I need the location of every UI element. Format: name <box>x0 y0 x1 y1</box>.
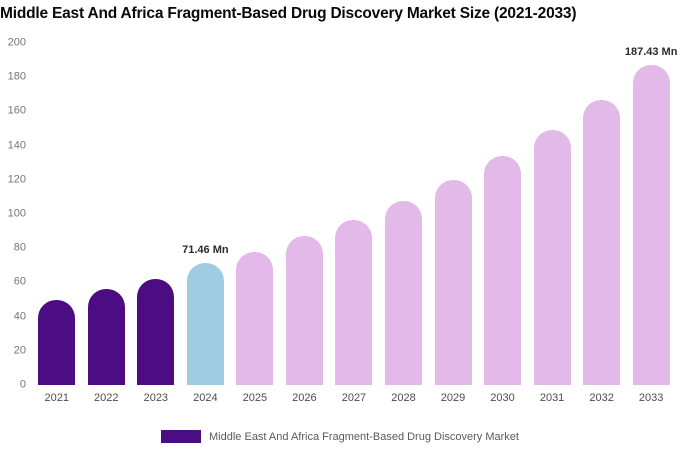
bar-slot: 187.43 Mn <box>624 43 678 385</box>
bar-2032 <box>583 100 621 385</box>
x-tick-label: 2026 <box>292 392 317 404</box>
x-axis: 2021 2022 2023 2024 2025 2026 2027 2028 2029 2030… <box>32 392 676 404</box>
bar-2026 <box>285 236 323 385</box>
x-tick-label: 2027 <box>341 392 367 404</box>
y-tick-label: 60 <box>13 275 26 288</box>
x-tick-label: 2022 <box>94 392 119 404</box>
x-tick-label: 2030 <box>490 392 515 404</box>
bar-slot <box>230 43 280 385</box>
y-tick-label: 160 <box>7 104 26 117</box>
bar-slot <box>428 43 478 385</box>
bar-2029 <box>434 179 472 385</box>
bar-slot <box>280 43 330 385</box>
bar-slot <box>82 43 132 385</box>
y-tick-label: 120 <box>7 173 26 186</box>
bar-slot <box>329 43 379 385</box>
bar-2028 <box>384 201 422 385</box>
bar-slot <box>131 43 181 385</box>
x-tick-label: 2032 <box>589 392 614 404</box>
bar-2031 <box>533 130 571 385</box>
legend: Middle East And Africa Fragment-Based Dr… <box>0 430 680 443</box>
y-tick-label: 40 <box>13 310 26 323</box>
y-tick-label: 20 <box>13 344 26 357</box>
x-tick-label: 2021 <box>44 392 69 404</box>
bar-2023 <box>137 278 175 385</box>
bar-2022 <box>87 289 125 385</box>
x-tick-label: 2033 <box>638 392 664 404</box>
legend-swatch <box>161 430 202 443</box>
x-tick-label: 2023 <box>143 392 169 404</box>
y-tick-label: 100 <box>7 207 26 220</box>
x-tick-label: 2031 <box>539 392 565 404</box>
bar-slot <box>478 43 528 385</box>
x-tick-label: 2029 <box>440 392 466 404</box>
legend-label: Middle East And Africa Fragment-Based Dr… <box>209 430 519 443</box>
y-tick-label: 140 <box>7 139 26 152</box>
y-tick-label: 200 <box>7 36 26 49</box>
bar-value-label: 71.46 Mn <box>182 243 229 256</box>
bar-slot <box>577 43 627 385</box>
bar-2030 <box>484 155 522 385</box>
bar-2021 <box>38 299 76 385</box>
bar-2025 <box>236 251 274 385</box>
bar-slot: 71.46 Mn <box>181 43 231 385</box>
bar-slot <box>32 43 82 385</box>
x-tick-label: 2025 <box>242 392 268 404</box>
x-tick-label: 2024 <box>193 392 218 404</box>
bar-value-label: 187.43 Mn <box>624 45 678 58</box>
x-tick-label: 2028 <box>391 392 416 404</box>
y-tick-label: 80 <box>13 241 26 254</box>
bar-slot <box>527 43 577 385</box>
bar-2033 <box>632 64 670 385</box>
y-axis: 0 20 40 60 80 100 120 140 160 180 200 <box>0 37 30 390</box>
plot-area: 0 20 40 60 80 100 120 140 160 180 200 71.46 Mn 187.… <box>0 37 680 390</box>
chart-title: Middle East And Africa Fragment-Based Dr… <box>0 5 577 22</box>
y-tick-label: 180 <box>7 70 26 83</box>
bars-area: 71.46 Mn 187.43 Mn <box>32 43 678 385</box>
y-tick-label: 0 <box>19 378 26 391</box>
bar-2024 <box>186 262 224 385</box>
bar-slot <box>379 43 429 385</box>
bar-2027 <box>335 220 373 385</box>
